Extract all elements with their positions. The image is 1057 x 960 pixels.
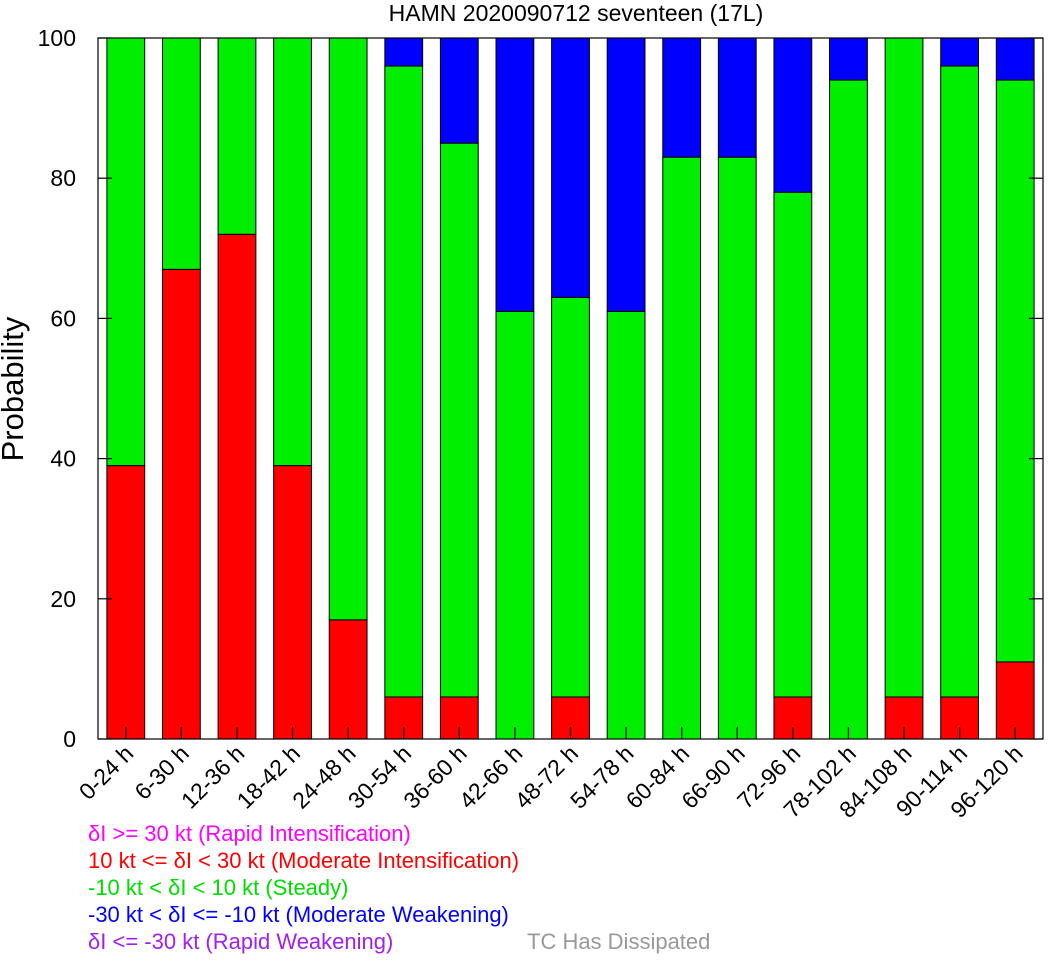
bar-segment-steady-1 [161, 37, 201, 270]
bar-segment-steady-10 [662, 156, 702, 740]
x-tick-label: 0-24 h [74, 740, 139, 805]
bar-segment-moderate_weakening-5 [384, 37, 424, 67]
legend-item: δI <= -30 kt (Rapid Weakening) [88, 929, 394, 954]
legend-item: -30 kt < δI <= -10 kt (Moderate Weakenin… [88, 902, 509, 927]
bar-segment-moderate_intensification-0 [106, 465, 146, 740]
bar-segment-steady-8 [551, 296, 590, 698]
bar-segment-steady-3 [273, 37, 312, 467]
bar-segment-steady-13 [829, 79, 868, 740]
bar-segment-moderate_weakening-12 [773, 37, 813, 193]
bars-layer [106, 37, 1035, 740]
bar-segment-moderate_weakening-16 [995, 37, 1035, 81]
bar-segment-steady-6 [439, 142, 479, 698]
bar-segment-steady-14 [884, 37, 924, 698]
bar-segment-steady-5 [384, 65, 424, 698]
bar-segment-moderate_intensification-4 [328, 619, 368, 740]
bar-segment-moderate_weakening-11 [717, 37, 757, 158]
bar-segment-steady-11 [717, 156, 757, 740]
bar-segment-moderate_intensification-1 [161, 268, 201, 740]
bar-segment-steady-4 [328, 37, 368, 621]
legend-dissipated-label: TC Has Dissipated [527, 929, 711, 954]
y-tick-label: 40 [50, 446, 76, 472]
bar-segment-steady-16 [995, 79, 1035, 663]
bar-segment-moderate_weakening-7 [495, 37, 535, 312]
y-tick-label: 100 [38, 25, 76, 51]
bar-segment-steady-0 [106, 37, 146, 467]
bar-segment-moderate_weakening-8 [551, 37, 590, 298]
y-tick-label: 60 [50, 305, 76, 331]
bar-segment-steady-2 [217, 37, 257, 235]
legend-item: -10 kt < δI < 10 kt (Steady) [88, 875, 349, 900]
bar-segment-moderate_weakening-6 [439, 37, 479, 144]
bar-segment-moderate_intensification-3 [273, 465, 312, 740]
bar-segment-steady-7 [495, 310, 535, 740]
chart-title: HAMN 2020090712 seventeen (17L) [389, 0, 764, 26]
legend-item: δI >= 30 kt (Rapid Intensification) [88, 821, 411, 846]
bar-segment-moderate_intensification-2 [217, 233, 257, 740]
stacked-bar-chart: HAMN 2020090712 seventeen (17L) Probabil… [0, 0, 1044, 823]
y-tick-label: 20 [50, 586, 76, 612]
bar-segment-moderate_weakening-13 [829, 37, 868, 81]
bar-segment-moderate_weakening-9 [606, 37, 646, 312]
bar-segment-moderate_weakening-15 [940, 37, 980, 67]
y-tick-label: 0 [63, 726, 76, 752]
axes-layer [97, 37, 1044, 740]
bar-segment-moderate_weakening-10 [662, 37, 702, 158]
y-tick-label: 80 [50, 165, 76, 191]
legend-item: 10 kt <= δI < 30 kt (Moderate Intensific… [88, 848, 520, 873]
bar-segment-steady-12 [773, 191, 813, 698]
bar-segment-steady-9 [606, 310, 646, 740]
y-axis-label: Probability [0, 316, 30, 461]
bar-segment-steady-15 [940, 65, 980, 698]
